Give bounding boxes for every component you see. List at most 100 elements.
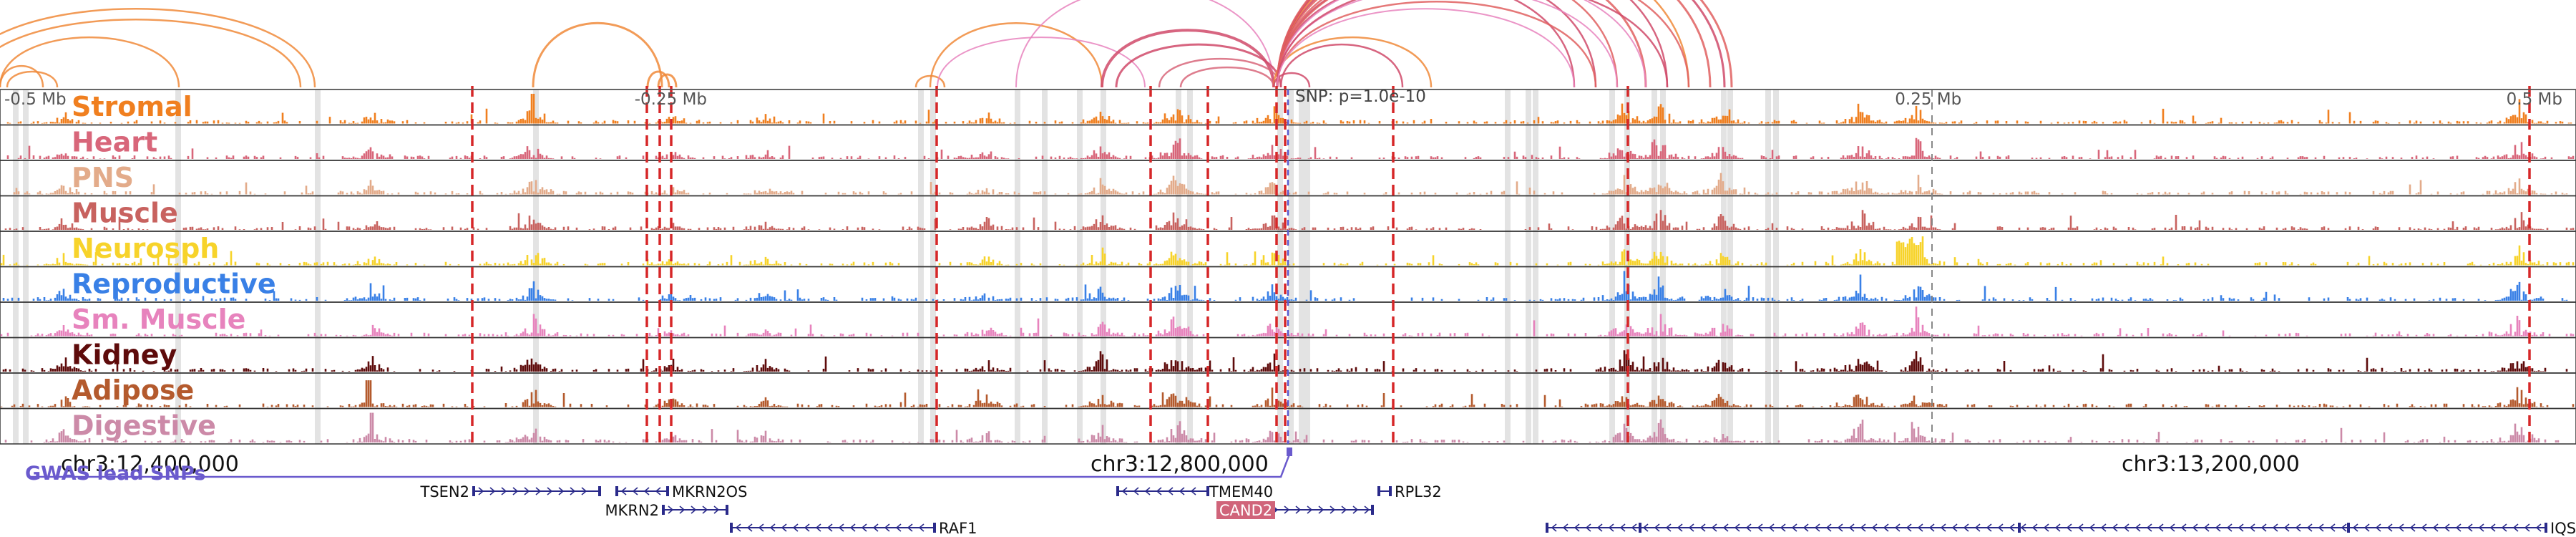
track-label: Heart <box>72 127 157 158</box>
signal-peaks <box>13 173 2568 195</box>
axis-tick-label: -0.25 Mb <box>635 90 707 109</box>
gene-exon <box>1377 486 1380 496</box>
gene-exon <box>1116 486 1119 496</box>
gene-exon <box>2018 523 2021 533</box>
loop-arc <box>6 70 59 88</box>
axis-tick-label: 0.5 Mb <box>2507 90 2562 109</box>
gene-exon <box>730 523 733 533</box>
lead-snp-marker: SNP: p=1.0e-10 <box>1287 87 1426 444</box>
gene-track: TSEN2 MKRN2OS MKRN2 RAF1 TMEM40 CAND2 RPL32 IQS… <box>420 483 2576 537</box>
loop-arc <box>1115 43 1282 88</box>
gene-mkrn2: MKRN2 <box>605 502 728 519</box>
gene-exon <box>615 486 618 496</box>
element-markers <box>471 86 2531 444</box>
strand-arrows <box>1551 523 2542 532</box>
loop-arc <box>1015 0 1274 88</box>
gene-highlight <box>1216 501 1275 519</box>
signal-peaks <box>0 236 2575 266</box>
loop-arc <box>0 64 44 88</box>
signal-peaks <box>6 137 2575 159</box>
signal-peaks <box>4 210 2575 230</box>
loop-arc <box>532 21 663 88</box>
gene-exon <box>726 505 728 515</box>
gene-exon <box>598 486 601 496</box>
track-label: Adipose <box>72 374 194 406</box>
gene-label: IQSEC <box>2550 520 2576 537</box>
coordinate-label: chr3:12,800,000 <box>1091 452 1269 477</box>
coordinate-axis: chr3:12,400,000 chr3:12,800,000 chr3:13,20… <box>61 452 2300 477</box>
gwas-link-line <box>29 452 1292 478</box>
loop-arc <box>1179 66 1275 88</box>
strand-arrows <box>1121 487 1196 495</box>
loop-arc <box>1276 1 1597 88</box>
loop-arc <box>1276 0 1669 88</box>
gene-label: MKRN2 <box>605 502 659 519</box>
signal-peaks <box>0 306 2575 337</box>
loop-arc <box>1272 72 1311 88</box>
gene-raf1: RAF1 <box>730 520 977 537</box>
track-label: Digestive <box>72 410 216 442</box>
loop-arc <box>0 37 180 88</box>
strand-arrows <box>620 487 661 495</box>
coordinate-label: chr3:13,200,000 <box>2122 452 2300 477</box>
gene-exon <box>472 486 475 496</box>
signal-peaks <box>6 94 2572 124</box>
lead-snp-label: SNP: p=1.0e-10 <box>1295 87 1426 106</box>
loop-arc <box>1276 0 1690 88</box>
track-digestive: Digestive <box>0 407 2576 445</box>
loop-arc <box>937 37 1146 88</box>
gwas-track-label: GWAS lead SNPs <box>25 463 205 485</box>
track-label: Neurosph <box>72 233 219 264</box>
gene-exon <box>1546 523 1548 533</box>
strand-arrows <box>668 505 720 514</box>
strand-arrows <box>1272 505 1370 514</box>
gene-exon <box>1389 486 1392 496</box>
signal-peaks <box>4 412 2560 442</box>
signal-tracks: Stromal Heart PNS Muscle Neurosph Reproductiv… <box>0 89 2576 445</box>
gene-exon <box>666 486 669 496</box>
gene-label: RAF1 <box>939 520 977 537</box>
gene-exon <box>1371 505 1374 515</box>
gene-exon <box>1639 523 1641 533</box>
axis-tick-label: -0.5 Mb <box>4 90 67 109</box>
loop-arc <box>0 8 316 88</box>
loop-arc <box>914 74 946 88</box>
signal-peaks <box>2 271 2568 301</box>
track-label: Reproductive <box>72 268 276 300</box>
gene-label: TSEN2 <box>420 483 470 500</box>
axis-tick-label: 0.25 Mb <box>1895 90 1961 109</box>
gene-iqsec: IQSEC <box>1546 520 2576 537</box>
track-label: Sm. Muscle <box>72 304 245 335</box>
loop-arc <box>1279 44 1404 88</box>
gene-label: TMEM40 <box>1209 483 1273 500</box>
loop-arc <box>1276 0 1733 88</box>
loop-arc <box>1277 0 1646 88</box>
loop-arc <box>1276 0 1669 88</box>
strand-arrows <box>735 523 924 532</box>
gene-exon <box>1206 486 1209 496</box>
loop-arc <box>1276 0 1619 88</box>
chromatin-loop-arcs <box>0 0 1733 88</box>
gwas-track: GWAS lead SNPs <box>25 448 1292 485</box>
gene-label: MKRN2OS <box>672 483 747 500</box>
loop-arc <box>1276 0 1647 88</box>
track-label: Muscle <box>72 198 178 229</box>
signal-peaks <box>2 350 2568 372</box>
loop-arc <box>646 70 670 88</box>
gene-tmem40: TMEM40 <box>1116 483 1273 500</box>
loop-arc <box>657 73 678 88</box>
distance-axis: -0.5 Mb -0.25 Mb 0.25 Mb 0.5 Mb <box>0 89 2576 109</box>
gene-exon <box>662 505 665 515</box>
gwas-snp-mark <box>1287 448 1292 456</box>
signal-peaks <box>0 380 2575 407</box>
track-label: Stromal <box>72 91 192 122</box>
gene-exon <box>2347 523 2350 533</box>
gene-rpl32: RPL32 <box>1377 483 1442 500</box>
track-label: Kidney <box>72 339 177 371</box>
gene-mkrn2os: MKRN2OS <box>615 483 747 500</box>
loop-arc <box>0 19 302 88</box>
loop-arc <box>1276 0 1576 88</box>
gene-tsen2: TSEN2 <box>420 483 601 500</box>
gene-label: CAND2 <box>1219 502 1272 519</box>
loop-arc <box>1277 8 1575 88</box>
